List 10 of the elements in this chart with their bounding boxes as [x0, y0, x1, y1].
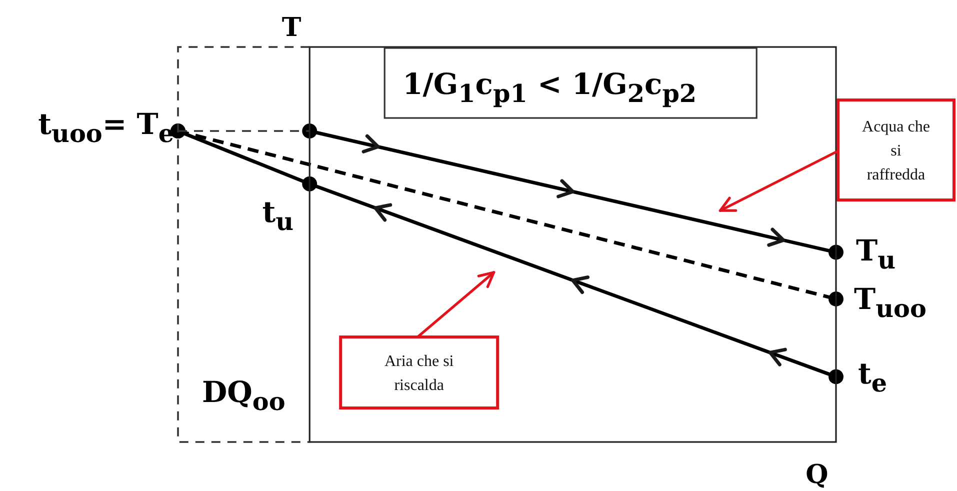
annotation: DQ$_{oo}$ [202, 375, 286, 416]
annotation: Aria che si riscalda [384, 352, 454, 394]
annotation: T$_{u}$ [856, 233, 896, 274]
x-axis-title: Q [806, 460, 828, 490]
annotation: Acqua che si raffredda [862, 118, 930, 184]
annotation: t$_{e}$ [858, 356, 888, 398]
chart-title: 1/G$_{1}$c$_{p1}$ < 1/G$_{2}$c$_{p2}$ [402, 67, 697, 108]
annotation: T$_{uoo}$ [854, 282, 926, 322]
y-axis-title: T [282, 13, 302, 43]
annotation: t$_{u}$ [262, 194, 294, 236]
